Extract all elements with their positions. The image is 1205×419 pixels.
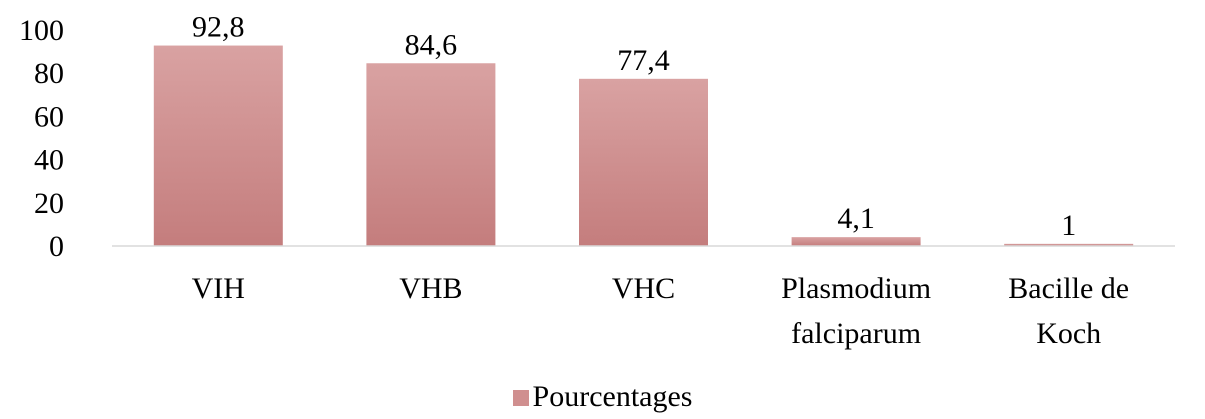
bars-group — [153, 45, 1134, 246]
legend-swatch-pourcentages — [512, 390, 529, 406]
y-tick-label: 100 — [19, 14, 64, 47]
legend-label-pourcentages: Pourcentages — [532, 380, 693, 413]
x-tick-label: Plasmodium — [781, 272, 931, 305]
bar-value-label: 1 — [1061, 209, 1076, 242]
x-tick-label: Bacille de — [1008, 272, 1129, 305]
bar — [579, 78, 708, 246]
y-tick-label: 20 — [34, 187, 64, 220]
x-tick-label: Koch — [1036, 317, 1101, 350]
bar-value-label: 84,6 — [405, 28, 458, 61]
bar — [791, 237, 921, 246]
x-tick-label: VIH — [192, 272, 245, 305]
bar — [1004, 243, 1134, 246]
bar-chart-svg: 0 20 40 60 80 100 92,8 84,6 77,4 4,1 1 VIH VHB VHC P… — [19, 11, 1175, 350]
x-axis-tick-labels: VIH VHB VHC Plasmodium falciparum Bacille de K… — [192, 272, 1129, 350]
value-labels-group: 92,8 84,6 77,4 4,1 1 — [192, 11, 1076, 242]
bar-value-label: 92,8 — [192, 11, 245, 44]
bar — [366, 63, 496, 246]
y-axis-tick-labels: 0 20 40 60 80 100 — [19, 14, 64, 263]
y-tick-label: 80 — [34, 57, 64, 90]
x-tick-label: VHC — [612, 272, 675, 305]
y-tick-label: 60 — [34, 100, 64, 133]
x-tick-label: falciparum — [791, 317, 921, 350]
x-tick-label: VHB — [399, 272, 462, 305]
bar-value-label: 4,1 — [837, 202, 875, 235]
bar-value-label: 77,4 — [617, 44, 670, 77]
y-tick-label: 40 — [34, 144, 64, 177]
legend: Pourcentages — [0, 380, 1205, 414]
y-tick-label: 0 — [49, 230, 64, 263]
bar — [153, 45, 283, 246]
